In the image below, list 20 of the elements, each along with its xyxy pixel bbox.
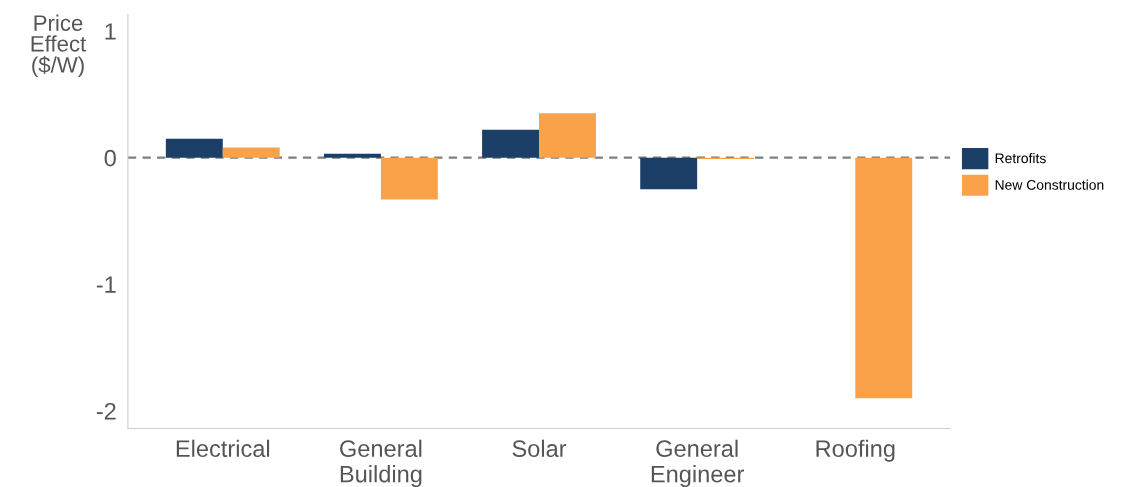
bar	[539, 113, 596, 158]
y-axis-title: Price Effect ($/W)	[31, 14, 87, 78]
legend-label: Retrofits	[995, 153, 1046, 164]
y-tick-label: -1	[96, 276, 116, 293]
x-tick-label: Roofing	[816, 439, 895, 462]
x-tick-label: General Engineer	[651, 439, 745, 487]
y-tick-label: -2	[96, 402, 116, 420]
legend-label: New Construction	[995, 179, 1104, 190]
bar	[380, 157, 438, 200]
bar	[222, 147, 280, 158]
bar	[482, 129, 540, 158]
bar	[640, 157, 698, 190]
bar	[323, 153, 381, 158]
y-tick-label: 1	[105, 23, 116, 40]
x-tick-label: Solar	[512, 439, 567, 458]
bar	[165, 138, 223, 158]
y-tick-label: 0	[104, 149, 116, 167]
bar	[855, 157, 913, 399]
x-tick-label: General Building	[340, 439, 422, 487]
x-tick-label: Electrical	[176, 439, 270, 458]
